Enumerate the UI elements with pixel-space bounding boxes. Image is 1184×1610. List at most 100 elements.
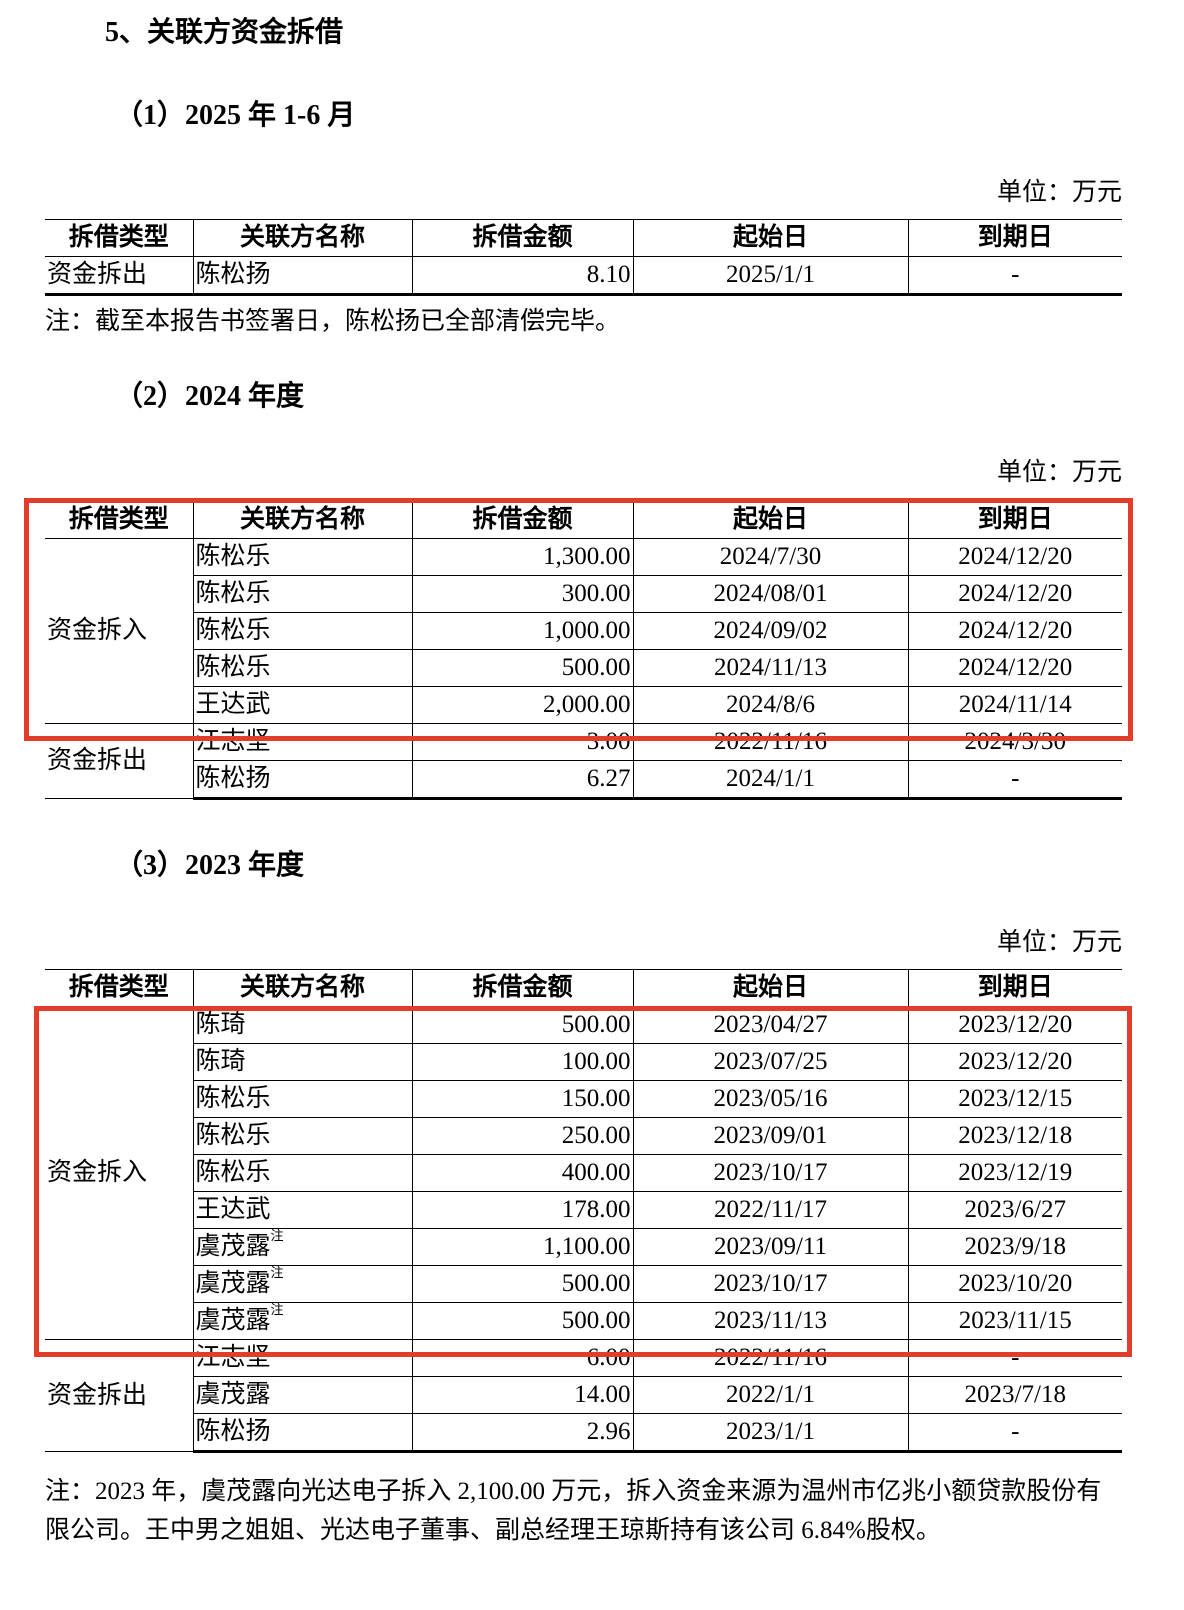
end-date-cell: 2023/12/15 xyxy=(907,1080,1122,1118)
party-name-cell: 陈琦 xyxy=(193,1043,413,1081)
party-name: 陈松乐 xyxy=(195,580,271,607)
column-header: 关联方名称 xyxy=(192,219,413,257)
start-date-cell: 2024/8/6 xyxy=(632,686,909,724)
end-date-cell: 2024/12/20 xyxy=(907,612,1122,650)
table-row: 资金拆出 江志坚 6.00 2022/11/16- xyxy=(45,1339,1122,1452)
end-date-cell: 2024/11/14 xyxy=(907,686,1122,724)
party-name: 虞茂露 xyxy=(195,1307,271,1334)
column-header: 关联方名称 xyxy=(192,969,413,1007)
amount-cell: 1,000.00 xyxy=(411,612,634,650)
table-row: 陈松乐 300.00 2024/08/01 2024/12/20 xyxy=(45,575,1122,613)
end-date-cell: 2024/12/20 xyxy=(907,649,1122,687)
end-date-cell: 2023/6/27 xyxy=(907,1191,1122,1229)
amount-cell: 3.00 xyxy=(411,723,634,761)
table-row: 王达武 2,000.00 2024/8/6 2024/11/14 xyxy=(45,686,1122,724)
header-row: 拆借类型 关联方名称 拆借金额 起始日 到期日 xyxy=(45,969,1122,1007)
party-name-cell: 王达武 xyxy=(193,1191,413,1229)
start-date-cell: 2024/11/13 xyxy=(632,649,909,687)
party-name-cell: 陈松乐 xyxy=(193,612,413,650)
loan-table-2025: 拆借类型 关联方名称 拆借金额 起始日 到期日 资金拆出 陈松扬 8.10 2025/1/1- xyxy=(45,219,1122,296)
loan-table-2024: 拆借类型 关联方名称 拆借金额 起始日 到期日 资金拆入 陈松乐 1,300.00 2024/7… xyxy=(45,501,1122,800)
end-date-cell: 2023/11/15 xyxy=(907,1302,1122,1340)
start-date-cell: 2023/04/27 xyxy=(632,1006,909,1044)
table-row: 资金拆出 江志坚 3.00 2022/11/16 2024/3/30 xyxy=(45,723,1122,799)
start-date-cell: 2022/11/17 xyxy=(632,1191,909,1229)
amount-cell: 1,100.00 xyxy=(411,1228,634,1266)
table-row: 资金拆入 陈琦 500.00 2023/04/27 2023/12/20 xyxy=(45,1006,1122,1340)
start-date-cell: 2023/10/17 xyxy=(632,1154,909,1192)
party-name: 陈松扬 xyxy=(195,765,271,792)
heading-2023: （3）2023 年度 xyxy=(115,850,305,881)
party-name: 陈松乐 xyxy=(195,1085,271,1112)
unit-label-2024: 单位：万元 xyxy=(996,459,1122,486)
column-header: 到期日 xyxy=(907,219,1122,257)
column-header: 关联方名称 xyxy=(192,501,413,539)
unit-label-2025: 单位：万元 xyxy=(996,179,1122,206)
amount-cell: 250.00 xyxy=(411,1117,634,1155)
party-name: 陈松乐 xyxy=(195,1159,271,1186)
party-name: 江志坚 xyxy=(195,728,271,755)
start-date-cell: 2024/09/02 xyxy=(632,612,909,650)
party-name: 陈松乐 xyxy=(195,1122,271,1149)
amount-cell: 6.27 xyxy=(411,760,634,800)
column-header: 起始日 xyxy=(632,501,909,539)
start-date-cell: 2023/09/01 xyxy=(632,1117,909,1155)
party-name: 陈琦 xyxy=(195,1048,246,1075)
loan-type-cell: 资金拆出 xyxy=(45,723,194,799)
amount-cell: 150.00 xyxy=(411,1080,634,1118)
start-date-cell: 2024/08/01 xyxy=(632,575,909,613)
party-name-cell: 王达武 xyxy=(193,686,413,724)
end-date-cell: 2024/12/20 xyxy=(907,538,1122,576)
party-name-cell: 陈松乐 xyxy=(193,575,413,613)
amount-cell: 2,000.00 xyxy=(411,686,634,724)
column-header: 拆借类型 xyxy=(45,501,194,539)
start-date-cell: 2022/11/16 xyxy=(632,1339,909,1377)
table-row: 虞茂露注 1,100.00 2023/09/11 2023/9/18 xyxy=(45,1228,1122,1266)
party-name: 陈松扬 xyxy=(195,1418,271,1445)
start-date-cell: 2023/09/11 xyxy=(632,1228,909,1266)
table-row: 陈松扬 6.27 2024/1/1- xyxy=(45,760,1122,800)
party-name: 陈松乐 xyxy=(195,654,271,681)
end-date-cell: 2023/12/19 xyxy=(907,1154,1122,1192)
header-row: 拆借类型 关联方名称 拆借金额 起始日 到期日 xyxy=(45,501,1122,539)
end-date-cell: - xyxy=(907,760,1122,800)
party-name-cell: 陈松乐 xyxy=(193,1117,413,1155)
note-marker: 注 xyxy=(270,1265,284,1280)
amount-cell: 100.00 xyxy=(411,1043,634,1081)
amount-cell: 500.00 xyxy=(411,1006,634,1044)
start-date-cell: 2024/7/30 xyxy=(632,538,909,576)
end-date-cell: 2023/7/18 xyxy=(907,1376,1122,1414)
end-date-cell: - xyxy=(907,1339,1122,1377)
note-marker: 注 xyxy=(270,1228,284,1243)
amount-cell: 500.00 xyxy=(411,1302,634,1340)
table-row: 虞茂露 14.00 2022/1/1 2023/7/18 xyxy=(45,1376,1122,1414)
start-date-cell: 2023/05/16 xyxy=(632,1080,909,1118)
table-row: 陈松乐 400.00 2023/10/17 2023/12/19 xyxy=(45,1154,1122,1192)
party-name-cell: 陈松扬 xyxy=(192,256,413,296)
heading-2025: （1）2025 年 1-6 月 xyxy=(115,100,356,131)
party-name: 陈松乐 xyxy=(195,543,271,570)
party-name: 江志坚 xyxy=(195,1344,271,1371)
column-header: 到期日 xyxy=(907,969,1122,1007)
table-row: 虞茂露注 500.00 2023/10/17 2023/10/20 xyxy=(45,1265,1122,1303)
party-name-cell: 虞茂露 xyxy=(193,1376,413,1414)
loan-type-cell: 资金拆出 xyxy=(45,1339,194,1452)
heading-2024: （2）2024 年度 xyxy=(115,381,305,412)
table-row: 资金拆入 陈松乐 1,300.00 2024/7/30 2024/12/20 xyxy=(45,538,1122,724)
loan-type-cell: 资金拆入 xyxy=(45,1006,194,1340)
unit-label-2023: 单位：万元 xyxy=(996,929,1122,956)
party-name-cell: 陈松扬 xyxy=(193,760,413,800)
start-date-cell: 2023/1/1 xyxy=(632,1413,909,1453)
end-date-cell: 2024/12/20 xyxy=(907,575,1122,613)
party-name: 王达武 xyxy=(195,691,271,718)
party-name-cell: 陈松扬 xyxy=(193,1413,413,1453)
party-name-cell: 江志坚 xyxy=(192,723,413,761)
start-date-cell: 2022/11/16 xyxy=(632,723,909,761)
party-name-cell: 江志坚 xyxy=(192,1339,413,1377)
start-date-cell: 2022/1/1 xyxy=(632,1376,909,1414)
amount-cell: 6.00 xyxy=(411,1339,634,1377)
party-name-cell: 陈琦 xyxy=(192,1006,413,1044)
party-name: 虞茂露 xyxy=(195,1233,271,1260)
end-date-cell: 2023/12/20 xyxy=(907,1006,1122,1044)
